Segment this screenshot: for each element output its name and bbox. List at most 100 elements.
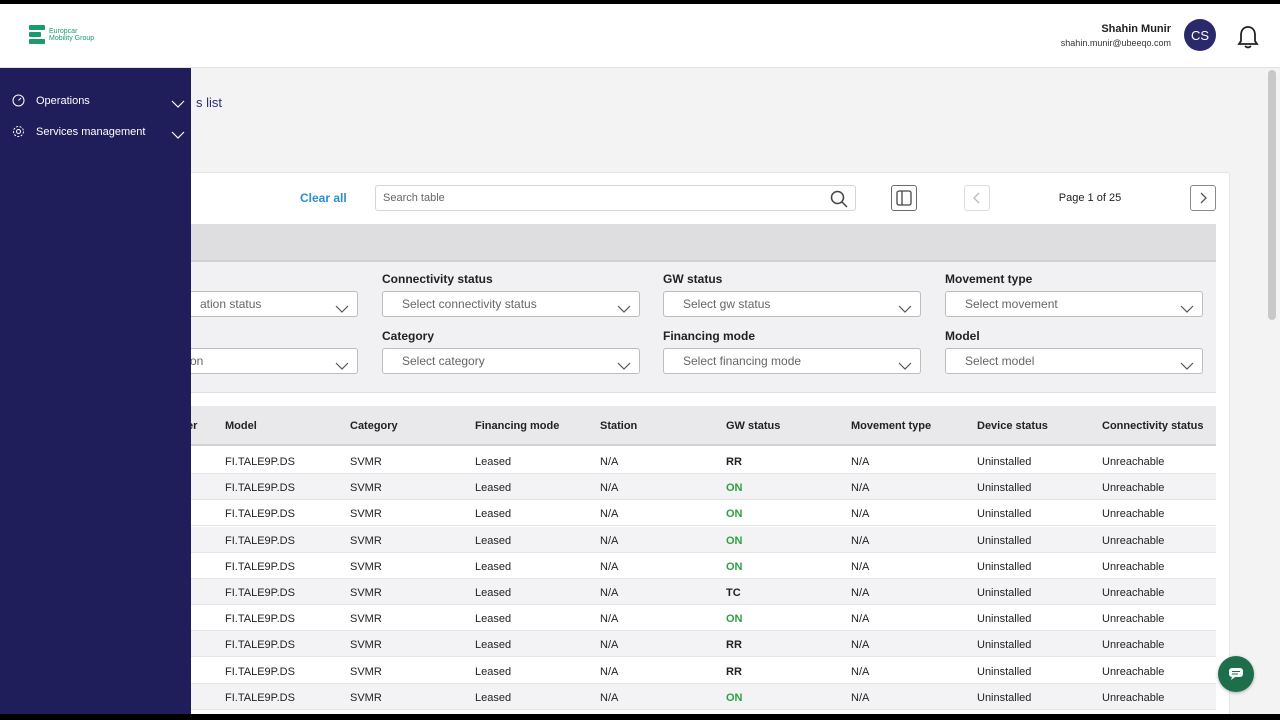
cell-connectivity-status: Unreachable: [1102, 482, 1165, 495]
clear-all-button[interactable]: Clear all: [300, 191, 347, 205]
cell-gw-status: TC: [726, 587, 741, 599]
cell-gw-status: ON: [726, 613, 743, 626]
cell-financing-mode: Leased: [475, 560, 512, 573]
column-header[interactable]: Station: [600, 420, 638, 432]
logo-text: Europcar Mobility Group: [49, 28, 95, 42]
column-header[interactable]: Model: [225, 420, 257, 432]
previous-page-button[interactable]: [964, 185, 990, 211]
cell-model: FI.TALE9P.DS: [225, 534, 295, 547]
logo-mark-icon: [29, 23, 46, 47]
table-row[interactable]: FI.TALE9P.DS SVMR Leased N/A TC N/A Uninstalle…: [150, 579, 1216, 605]
chat-support-button[interactable]: [1218, 656, 1254, 692]
cell-movement-type: N/A: [851, 587, 870, 599]
cell-device-status: Uninstalled: [977, 456, 1032, 468]
cell-category: SVMR: [350, 456, 382, 468]
notification-bell-icon[interactable]: [1237, 24, 1259, 50]
column-header[interactable]: er: [187, 420, 198, 432]
cell-movement-type: N/A: [851, 691, 870, 704]
table-row[interactable]: FI.TALE9P.DS SVMR Leased N/A ON N/A Uninstalle…: [150, 474, 1216, 501]
column-header[interactable]: Device status: [977, 420, 1048, 432]
table-row[interactable]: FI.TALE9P.DS SVMR Leased N/A RR N/A Uninstalle…: [150, 631, 1216, 658]
table-row[interactable]: FI.TALE9P.DS SVMR Leased N/A RR N/A Uninstalle…: [150, 658, 1216, 684]
cell-device-status: Uninstalled: [977, 665, 1032, 678]
avatar[interactable]: CS: [1184, 19, 1216, 51]
select-placeholder: Select movement: [965, 297, 1058, 311]
cell-movement-type: N/A: [851, 665, 870, 678]
cell-model: FI.TALE9P.DS: [225, 456, 295, 468]
sidebar-menu: Operations Services management: [0, 68, 191, 714]
cell-device-status: Uninstalled: [977, 482, 1032, 495]
cell-connectivity-status: Unreachable: [1102, 665, 1165, 678]
column-header[interactable]: Category: [350, 420, 398, 432]
user-info: Shahin Munir shahin.munir@ubeeqo.com: [1061, 23, 1171, 48]
cell-financing-mode: Leased: [475, 482, 512, 495]
cell-category: SVMR: [350, 508, 382, 521]
column-header[interactable]: Financing mode: [475, 420, 560, 432]
chevron-down-icon: [898, 298, 912, 316]
table-row[interactable]: FI.TALE9P.DS SVMR Leased N/A ON N/A Uninstalle…: [150, 683, 1216, 710]
column-header[interactable]: GW status: [726, 420, 781, 432]
sidebar-item-services-management[interactable]: Services management: [0, 123, 191, 147]
filter-label-connectivity: Connectivity status: [382, 272, 493, 286]
cell-station: N/A: [600, 534, 619, 547]
page-scrollbar[interactable]: [1268, 70, 1276, 320]
cell-category: SVMR: [350, 560, 382, 573]
cell-device-status: Uninstalled: [977, 560, 1032, 573]
cell-device-status: Uninstalled: [977, 534, 1032, 547]
chevron-down-icon: [335, 355, 349, 373]
chevron-down-icon[interactable]: [171, 127, 185, 145]
gauge-icon: [12, 94, 25, 112]
page-title: s list: [196, 95, 222, 110]
cell-model: FI.TALE9P.DS: [225, 508, 295, 521]
cell-movement-type: N/A: [851, 560, 870, 573]
chevron-down-icon: [335, 298, 349, 316]
table-header: er Model Category Financing mode Station…: [150, 406, 1216, 446]
cell-gw-status: ON: [726, 534, 743, 547]
cell-device-status: Uninstalled: [977, 587, 1032, 599]
cell-station: N/A: [600, 482, 619, 495]
column-header[interactable]: Movement type: [851, 420, 932, 432]
sidebar-item-label: Operations: [36, 95, 90, 107]
cell-gw-status: ON: [726, 691, 743, 704]
search-icon[interactable]: [830, 190, 848, 213]
cell-model: FI.TALE9P.DS: [225, 691, 295, 704]
user-name: Shahin Munir: [1101, 23, 1171, 35]
next-page-button[interactable]: [1190, 185, 1216, 211]
category-select[interactable]: Select category: [382, 348, 640, 374]
chevron-down-icon: [1180, 355, 1194, 373]
chevron-down-icon[interactable]: [171, 96, 185, 114]
cell-device-status: Uninstalled: [977, 639, 1032, 652]
financing-mode-select[interactable]: Select financing mode: [663, 348, 921, 374]
cell-category: SVMR: [350, 482, 382, 495]
sidebar-item-operations[interactable]: Operations: [0, 92, 191, 116]
cell-station: N/A: [600, 613, 619, 626]
select-placeholder: on: [190, 354, 204, 368]
connectivity-status-select[interactable]: Select connectivity status: [382, 291, 640, 317]
table-row[interactable]: FI.TALE9P.DS SVMR Leased N/A ON N/A Uninstalle…: [150, 605, 1216, 632]
column-panel-toggle-button[interactable]: [891, 185, 917, 211]
sidebar-panel-icon: [896, 190, 912, 206]
cell-financing-mode: Leased: [475, 456, 512, 468]
model-select[interactable]: Select model: [945, 348, 1203, 374]
cell-category: SVMR: [350, 639, 382, 652]
table-row[interactable]: FI.TALE9P.DS SVMR Leased N/A ON N/A Uninstalle…: [150, 526, 1216, 553]
search-input[interactable]: [376, 186, 816, 210]
cell-station: N/A: [600, 560, 619, 573]
cell-gw-status: RR: [726, 456, 742, 468]
company-logo[interactable]: Europcar Mobility Group: [29, 23, 99, 47]
gw-status-select[interactable]: Select gw status: [663, 291, 921, 317]
cell-connectivity-status: Unreachable: [1102, 691, 1165, 704]
table-row[interactable]: FI.TALE9P.DS SVMR Leased N/A ON N/A Uninstalle…: [150, 500, 1216, 527]
pagination-label: Page 1 of 25: [1058, 192, 1122, 204]
cell-movement-type: N/A: [851, 508, 870, 521]
chevron-right-icon: [1200, 192, 1207, 204]
cell-model: FI.TALE9P.DS: [225, 613, 295, 626]
cell-movement-type: N/A: [851, 456, 870, 468]
column-header[interactable]: Connectivity status: [1102, 420, 1204, 432]
sidebar-item-label: Services management: [36, 126, 146, 138]
table-row[interactable]: FI.TALE9P.DS SVMR Leased N/A ON N/A Uninstalle…: [150, 553, 1216, 579]
movement-type-select[interactable]: Select movement: [945, 291, 1203, 317]
cell-gw-status: ON: [726, 560, 743, 573]
table-row[interactable]: FI.TALE9P.DS SVMR Leased N/A RR N/A Uninstalle…: [150, 448, 1216, 474]
cell-movement-type: N/A: [851, 482, 870, 495]
